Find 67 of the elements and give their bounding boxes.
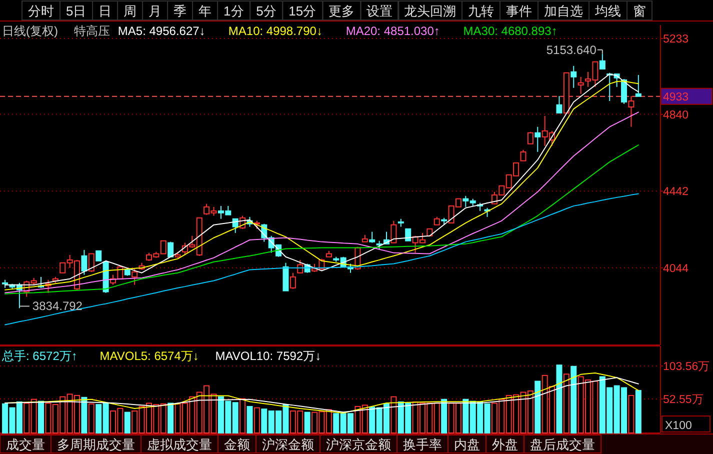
text: 金额 bbox=[224, 437, 250, 452]
text: 事件 bbox=[506, 4, 532, 18]
text: 5日 bbox=[66, 4, 86, 18]
text: MA20: 4851.030↑ bbox=[346, 24, 440, 38]
bar bbox=[570, 366, 577, 434]
bar bbox=[240, 398, 246, 434]
bar bbox=[556, 364, 562, 434]
chart-title: 日线(复权) bbox=[2, 24, 58, 38]
bar bbox=[246, 406, 253, 434]
annotation: 3834.792 bbox=[32, 299, 83, 314]
bar bbox=[441, 398, 448, 434]
text: 月 bbox=[148, 4, 162, 18]
y-tick-label: 4044 bbox=[663, 262, 690, 275]
y-tick-label: 4840 bbox=[663, 109, 689, 122]
line-series bbox=[4, 144, 639, 294]
bar bbox=[81, 396, 88, 434]
text: 虚拟成交量 bbox=[147, 437, 212, 452]
text: 总手: 6572万↑ bbox=[1, 349, 78, 363]
line-series bbox=[4, 112, 639, 294]
bar bbox=[88, 403, 94, 434]
y-tick-label: 4442 bbox=[663, 186, 689, 198]
text: 内盘 bbox=[454, 437, 480, 452]
bar bbox=[304, 412, 310, 434]
text: 九转 bbox=[468, 4, 494, 18]
text: 设置 bbox=[366, 4, 393, 18]
text: MA30: 4680.893↑ bbox=[463, 24, 558, 38]
text: 日 bbox=[98, 4, 112, 18]
text: MAVOL10: 7592万↓ bbox=[215, 349, 322, 363]
bar bbox=[563, 374, 570, 434]
text: 多周期成交量 bbox=[57, 437, 135, 452]
bar bbox=[534, 380, 541, 434]
text: 年 bbox=[198, 4, 212, 18]
bar bbox=[635, 390, 642, 434]
ref-line-label: 4933 bbox=[663, 91, 689, 104]
text: 换手率 bbox=[403, 437, 442, 452]
y-tick-label: 103.56万 bbox=[663, 360, 710, 374]
text: 外盘 bbox=[492, 437, 518, 452]
text: 5分 bbox=[256, 4, 276, 18]
text: 沪深金额 bbox=[262, 437, 314, 452]
text: 盘后成交量 bbox=[530, 437, 595, 452]
text: 更多 bbox=[328, 4, 355, 18]
bar bbox=[168, 402, 174, 434]
text: 龙头回溯 bbox=[404, 4, 456, 18]
text: 15分 bbox=[288, 4, 316, 18]
bar bbox=[254, 407, 260, 434]
text: MA5: 4956.627↓ bbox=[118, 24, 206, 38]
text: 周 bbox=[124, 4, 137, 18]
text: MAVOL5: 6574万↓ bbox=[100, 349, 199, 363]
bar bbox=[38, 400, 44, 434]
bar bbox=[124, 412, 130, 434]
text: 季 bbox=[174, 4, 187, 18]
text: MA10: 4998.790↓ bbox=[228, 24, 322, 38]
chart-subtitle: 特高压 bbox=[74, 24, 110, 38]
text: 窗 bbox=[633, 4, 646, 18]
text: 成交量 bbox=[6, 437, 45, 452]
text: 均线 bbox=[594, 4, 621, 18]
line-series bbox=[4, 193, 639, 326]
bar bbox=[390, 396, 397, 434]
annotation: 5153.640 bbox=[546, 42, 597, 57]
text: 分时 bbox=[28, 4, 54, 18]
bar bbox=[628, 394, 634, 434]
y-tick-label: 52.55万 bbox=[663, 393, 704, 406]
y-tick-label: 5233 bbox=[663, 34, 689, 46]
text: 1分 bbox=[224, 4, 244, 18]
y-axis-title: X100 bbox=[665, 420, 692, 432]
text: 加自选 bbox=[544, 4, 583, 18]
text: 沪深京金额 bbox=[326, 437, 391, 452]
